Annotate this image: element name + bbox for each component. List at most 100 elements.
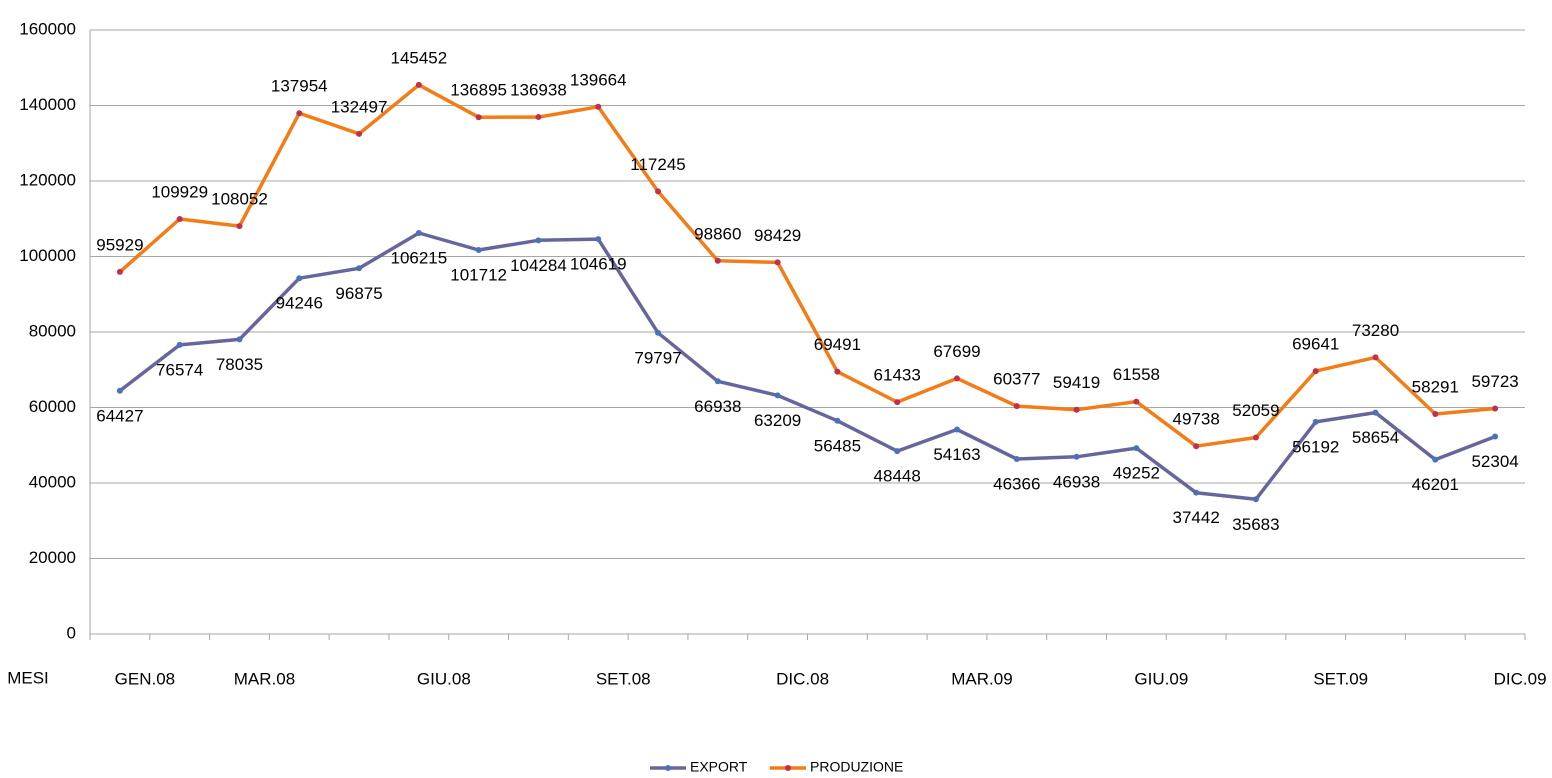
data-label: 54163: [933, 445, 980, 464]
data-label: 66938: [694, 397, 741, 416]
point: [116, 387, 123, 394]
data-label: 64427: [96, 406, 143, 425]
data-label: 58291: [1412, 377, 1459, 396]
data-label: 37442: [1173, 508, 1220, 527]
data-label: 117245: [630, 155, 685, 174]
y-tick-label: 160000: [19, 19, 76, 38]
point: [714, 257, 721, 264]
data-label: 61558: [1113, 365, 1160, 384]
y-tick-label: 60000: [29, 397, 76, 416]
y-tick-label: 80000: [29, 321, 76, 340]
data-label: 67699: [933, 342, 980, 361]
data-label: 94246: [276, 294, 323, 313]
point: [894, 399, 901, 406]
point: [714, 378, 721, 385]
data-label: 78035: [216, 355, 263, 374]
x-axis-label: MESI: [7, 668, 49, 687]
point: [1372, 409, 1379, 416]
data-label: 52059: [1232, 401, 1279, 420]
data-label: 69641: [1292, 335, 1339, 354]
legend-label: EXPORT: [690, 759, 748, 775]
x-tick-label: SET.09: [1313, 669, 1368, 688]
data-label: 106215: [390, 249, 447, 268]
y-tick-label: 140000: [19, 95, 76, 114]
point: [535, 237, 542, 244]
point: [296, 275, 303, 282]
x-tick-label: GIU.09: [1134, 669, 1188, 688]
data-label: 60377: [993, 370, 1040, 389]
point: [595, 103, 602, 110]
point: [894, 448, 901, 455]
data-label: 98429: [754, 226, 801, 245]
data-label: 109929: [151, 183, 208, 202]
data-label: 79797: [634, 348, 681, 367]
point: [296, 110, 303, 117]
data-label: 35683: [1232, 515, 1279, 534]
point: [475, 114, 482, 121]
data-label: 63209: [754, 411, 801, 430]
point: [236, 336, 243, 343]
data-label: 46201: [1412, 475, 1459, 494]
data-label: 59419: [1053, 373, 1100, 392]
series-line: [118, 231, 1496, 502]
point: [1133, 445, 1140, 452]
point: [415, 230, 422, 237]
point: [774, 259, 781, 266]
data-label: 95929: [96, 235, 143, 254]
point: [1312, 368, 1319, 375]
point: [1432, 410, 1439, 417]
point: [176, 216, 183, 223]
data-label: 104284: [510, 256, 567, 275]
x-tick-label: DIC.09: [1494, 669, 1547, 688]
point: [774, 392, 781, 399]
point: [655, 188, 662, 195]
data-label: 69491: [814, 335, 861, 354]
data-label: 132497: [331, 97, 388, 116]
point: [176, 341, 183, 348]
legend-marker: [785, 765, 791, 771]
x-tick-label: DIC.08: [776, 669, 829, 688]
series-line: [118, 83, 1496, 448]
point: [356, 265, 363, 272]
point: [1312, 418, 1319, 425]
y-tick-label: 0: [67, 623, 76, 642]
y-tick-label: 100000: [19, 246, 76, 265]
point: [116, 268, 123, 275]
data-label: 58654: [1352, 428, 1399, 447]
point: [535, 114, 542, 121]
point: [1252, 434, 1259, 441]
point: [1432, 456, 1439, 463]
data-label: 136938: [510, 81, 567, 100]
point: [953, 375, 960, 382]
point: [1073, 453, 1080, 460]
point: [475, 247, 482, 254]
point: [834, 368, 841, 375]
data-label: 104619: [570, 255, 627, 274]
data-label: 96875: [335, 284, 382, 303]
point: [655, 329, 662, 336]
data-label: 145452: [390, 48, 447, 67]
point: [1133, 398, 1140, 405]
point: [1252, 496, 1259, 503]
data-label: 136895: [450, 81, 507, 100]
data-label: 61433: [874, 366, 921, 385]
point: [236, 223, 243, 230]
data-label: 98860: [694, 224, 741, 243]
point: [1372, 354, 1379, 361]
data-label: 49738: [1173, 410, 1220, 429]
y-tick-label: 20000: [29, 548, 76, 567]
data-label: 139664: [570, 70, 627, 89]
data-label: 59723: [1471, 372, 1518, 391]
data-label: 49252: [1113, 464, 1160, 483]
y-tick-label: 120000: [19, 170, 76, 189]
data-label: 46366: [993, 474, 1040, 493]
point: [415, 81, 422, 88]
legend-marker: [665, 765, 671, 771]
data-label: 73280: [1352, 321, 1399, 340]
x-tick-label: MAR.08: [234, 669, 295, 688]
point: [834, 417, 841, 424]
point: [1073, 406, 1080, 413]
x-tick-label: SET.08: [596, 669, 651, 688]
data-label: 52304: [1471, 452, 1518, 471]
